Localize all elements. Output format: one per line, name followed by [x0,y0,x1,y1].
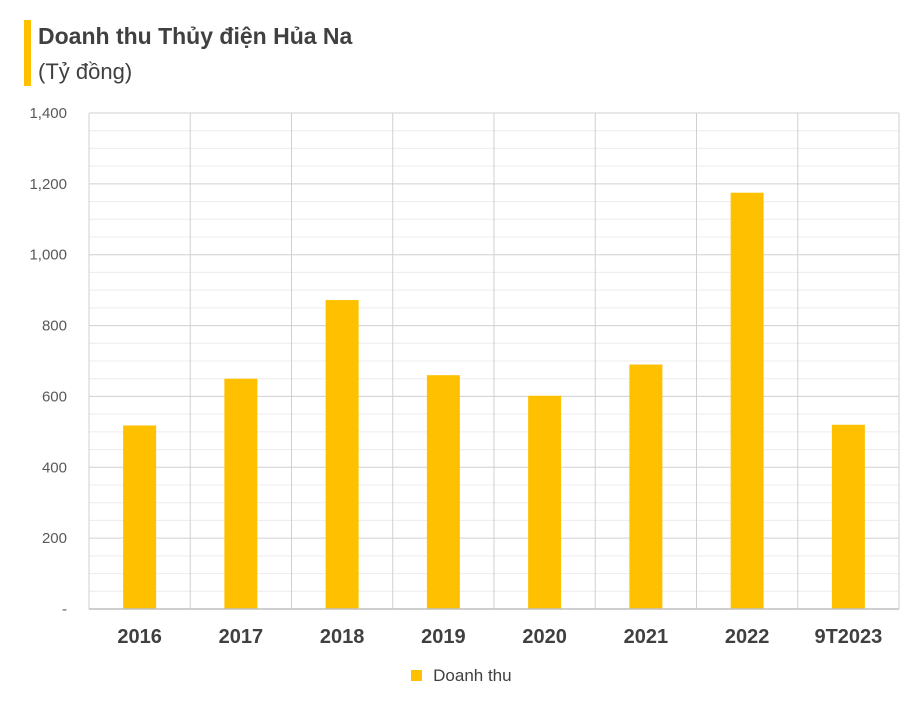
y-tick-label: 800 [42,318,67,335]
bar-2016 [123,425,157,609]
y-tick-label: 1,400 [29,105,67,122]
bar-2021 [629,364,663,609]
title-accent-bar [24,20,31,86]
x-tick-label: 2016 [117,626,162,648]
bars [123,192,865,609]
legend-label-doanh-thu: Doanh thu [433,666,512,685]
bar-2017 [224,378,258,609]
y-tick-label: 600 [42,388,67,405]
y-tick-label: - [62,601,67,618]
bar-2018 [325,300,359,609]
gridlines [88,112,900,609]
y-tick-label: 1,000 [29,247,67,264]
bar-2019 [426,375,460,609]
chart-subtitle: (Tỷ đồng) [38,59,133,84]
y-tick-label: 400 [42,459,67,476]
x-tick-label: 2022 [725,626,770,648]
bar-9t2023 [831,424,865,609]
chart-title: Doanh thu Thủy điện Hủa Na [38,23,353,49]
x-tick-label: 2021 [624,626,669,648]
x-tick-label: 9T2023 [814,626,882,648]
x-tick-label: 2017 [219,626,264,648]
legend: Doanh thu [0,666,923,686]
bar-2022 [730,192,764,609]
legend-swatch-doanh-thu [411,670,423,681]
y-tick-label: 200 [42,530,67,547]
x-axis-ticks: 2016 2017 2018 2019 2020 2021 2022 9T2023 [117,626,882,648]
y-axis-ticks: - 200 400 600 800 1,000 1,200 1,400 [29,105,67,618]
x-tick-label: 2020 [522,626,567,648]
bar-2020 [528,395,562,609]
y-tick-label: 1,200 [29,176,67,193]
x-tick-label: 2018 [320,626,365,648]
x-tick-label: 2019 [421,626,466,648]
